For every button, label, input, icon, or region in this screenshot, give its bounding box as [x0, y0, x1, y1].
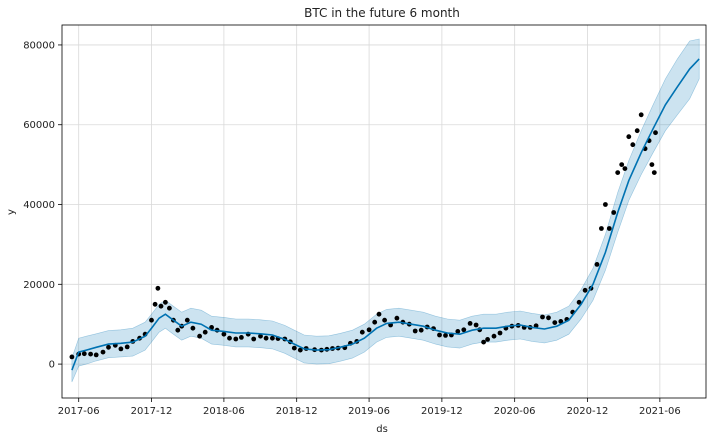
actual-point	[190, 325, 196, 331]
actual-point	[297, 347, 303, 353]
actual-point	[81, 351, 87, 357]
plot-frame	[61, 24, 707, 399]
x-tick-label: 2020-06	[494, 406, 536, 417]
actual-point	[376, 311, 382, 317]
forecast-line	[71, 58, 700, 371]
actual-point	[152, 301, 158, 307]
actual-point	[603, 202, 608, 207]
actual-point	[412, 328, 418, 334]
x-axis: 2017-06 2017-12 2018-06 2018-12 2019-06 2019-…	[58, 398, 681, 417]
actual-point	[233, 336, 239, 342]
x-tick-label: 2017-06	[58, 406, 100, 417]
actual-point	[467, 321, 473, 326]
actual-point	[158, 303, 164, 309]
y-tick-label: 80000	[23, 40, 55, 51]
actual-point	[251, 336, 257, 342]
actual-point	[485, 337, 490, 342]
actual-point	[155, 285, 161, 291]
actual-point	[491, 333, 497, 339]
actual-point	[619, 162, 625, 168]
actual-point	[546, 315, 551, 321]
actual-point	[599, 226, 604, 231]
actual-point	[606, 226, 612, 231]
actual-point	[552, 320, 558, 325]
actual-point	[258, 333, 263, 339]
actual-point	[69, 354, 75, 360]
actual-point	[394, 315, 400, 321]
chart-title: BTC in the future 6 month	[304, 6, 460, 20]
actual-point	[481, 339, 486, 345]
actual-point	[576, 299, 582, 305]
actual-point	[461, 327, 467, 333]
actual-point	[124, 344, 130, 350]
actual-point	[594, 262, 600, 267]
actual-point	[197, 333, 203, 339]
forecast-uncertainty-band	[71, 38, 700, 383]
actual-point	[630, 142, 636, 148]
y-tick-label: 60000	[23, 120, 55, 131]
actual-point	[626, 134, 632, 140]
actual-point	[263, 335, 269, 341]
actual-point	[497, 330, 503, 336]
x-tick-label: 2021-06	[639, 406, 681, 417]
actual-point	[651, 170, 657, 176]
actual-point	[366, 327, 372, 333]
y-tick-label: 20000	[23, 280, 55, 291]
actual-point	[106, 344, 111, 350]
actual-point	[239, 335, 244, 340]
x-tick-label: 2017-12	[131, 406, 173, 417]
actual-point	[649, 162, 655, 168]
x-tick-label: 2019-06	[348, 406, 390, 417]
grid	[62, 25, 706, 398]
y-tick-label: 40000	[23, 200, 55, 211]
x-tick-label: 2020-12	[567, 406, 609, 417]
actual-point	[653, 130, 658, 136]
actual-point	[455, 329, 461, 334]
actual-point	[163, 299, 168, 305]
actual-point	[88, 351, 93, 357]
actual-point	[443, 333, 448, 338]
actual-point	[372, 319, 378, 325]
y-axis: 0 20000 40000 60000 80000	[23, 40, 62, 371]
actual-point	[359, 329, 365, 335]
actual-point	[382, 317, 387, 323]
x-tick-label: 2019-12	[421, 406, 463, 417]
actual-point	[615, 170, 621, 176]
actual-point	[93, 352, 99, 358]
actual-point	[175, 327, 181, 333]
actual-point	[291, 345, 297, 351]
actual-point	[540, 314, 545, 320]
actual-point	[558, 319, 564, 324]
actual-point	[202, 329, 208, 335]
y-axis-label: y	[6, 209, 17, 215]
actual-point	[100, 349, 106, 355]
actual-point	[582, 287, 588, 293]
actual-point	[167, 305, 172, 311]
actual-point	[638, 112, 644, 118]
x-tick-label: 2018-06	[203, 406, 245, 417]
actual-point	[611, 210, 617, 215]
x-axis-label: ds	[376, 424, 388, 435]
actual-point	[221, 331, 227, 337]
actual-point	[149, 317, 154, 323]
y-tick-label: 0	[49, 360, 55, 371]
actual-point	[622, 166, 628, 172]
actual-point	[270, 335, 275, 341]
actual-point	[184, 317, 190, 323]
actual-point	[227, 335, 232, 341]
actual-point	[634, 128, 640, 134]
actual-point	[418, 327, 424, 333]
actual-point	[437, 332, 442, 338]
x-tick-label: 2018-12	[276, 406, 318, 417]
actual-point	[118, 346, 124, 352]
actual-point	[473, 322, 479, 328]
